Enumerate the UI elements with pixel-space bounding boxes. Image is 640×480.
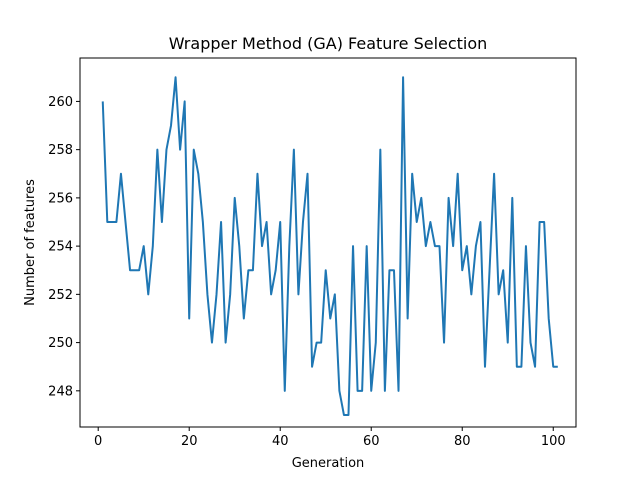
x-tick-label: 100: [541, 434, 566, 449]
x-tick-label: 20: [181, 434, 198, 449]
y-tick-label: 250: [48, 336, 73, 351]
series-line: [101, 76, 558, 416]
y-tick-label: 252: [48, 288, 73, 303]
y-tick-label: 256: [48, 191, 73, 206]
x-tick-label: 60: [363, 434, 380, 449]
y-tick-label: 254: [48, 240, 73, 255]
plot-frame: [79, 57, 577, 428]
y-axis-label: Number of features: [23, 179, 38, 306]
y-tick-label: 260: [48, 95, 73, 110]
x-tick-label: 0: [94, 434, 102, 449]
axes: 0 20 40 60 80 100 248 250 252 254 256 258 260: [48, 95, 565, 449]
x-axis-label: Generation: [292, 456, 365, 471]
y-tick-label: 248: [48, 384, 73, 399]
x-tick-label: 80: [454, 434, 471, 449]
y-tick-label: 258: [48, 143, 73, 158]
x-tick-label: 40: [272, 434, 289, 449]
chart-title: Wrapper Method (GA) Feature Selection: [169, 34, 488, 53]
